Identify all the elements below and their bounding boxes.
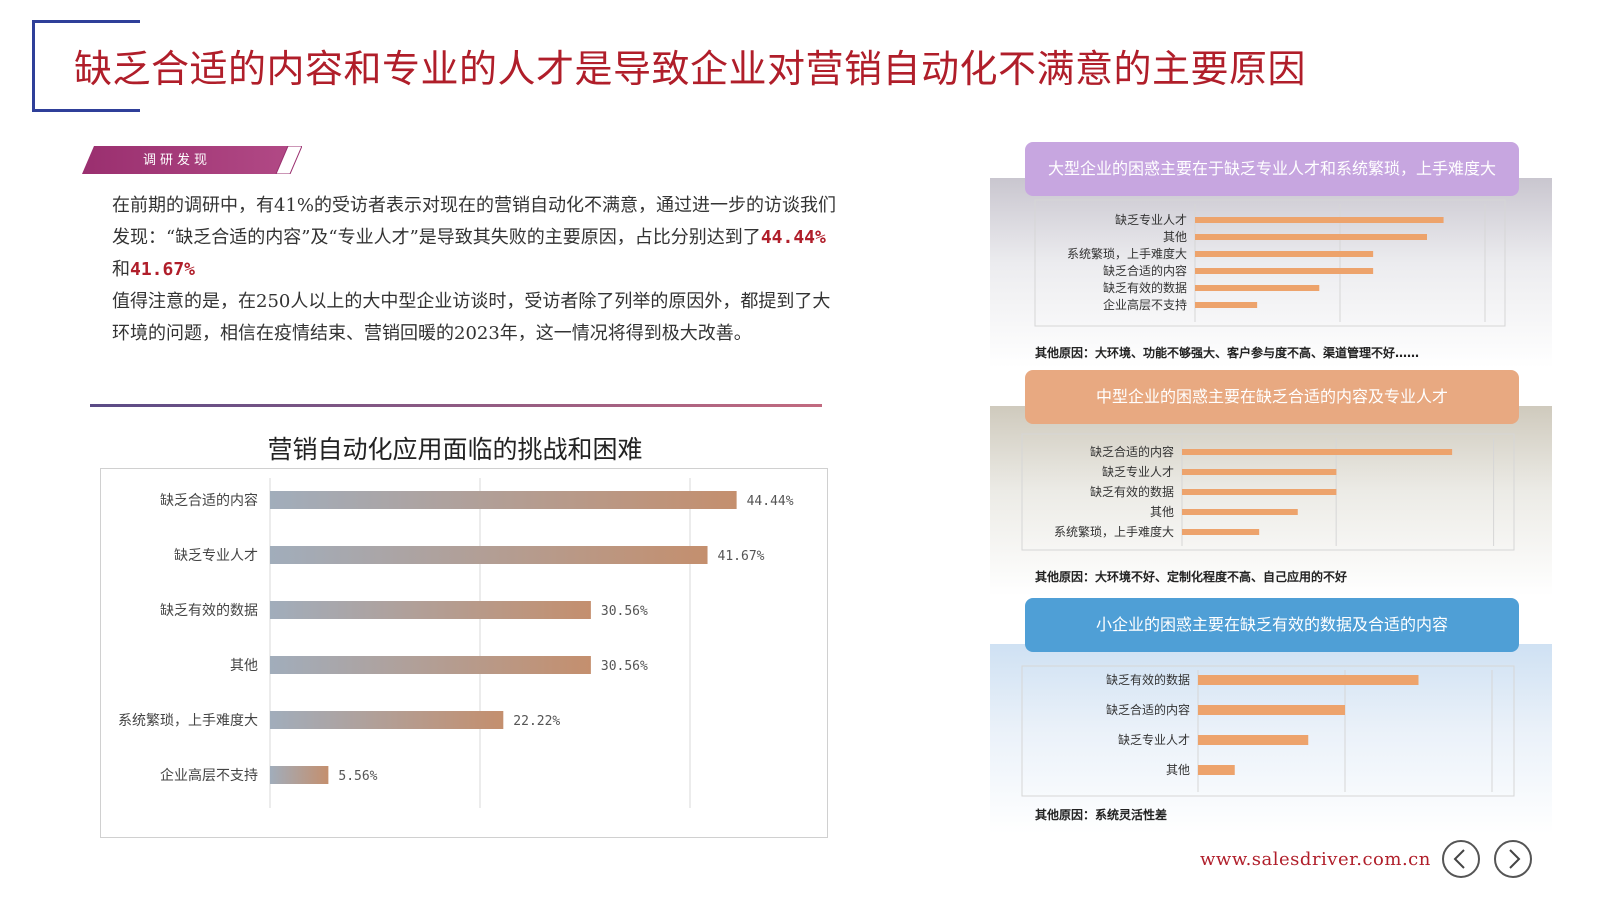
chart-frame: [1021, 665, 1515, 797]
bar: [1182, 489, 1337, 495]
ribbon-label: 调研发现: [142, 153, 211, 168]
category-label: 缺乏合适的内容: [1103, 263, 1187, 278]
small-panel-title: 小企业的困惑主要在缺乏有效的数据及合适的内容: [1025, 598, 1519, 652]
main-bar-chart: 缺乏合适的内容 44.44% 缺乏专业人才 41.67% 缺乏有效的数据 30.56% 其他…: [118, 478, 794, 808]
bar: [1195, 285, 1320, 291]
category-label: 系统繁琐，上手难度大: [118, 712, 258, 729]
bar: [1182, 509, 1298, 515]
bar: [270, 491, 737, 509]
next-page-button[interactable]: [1494, 840, 1532, 878]
category-label: 缺乏合适的内容: [160, 492, 258, 509]
category-label: 系统繁琐，上手难度大: [1067, 246, 1187, 261]
value-label: 30.56%: [601, 659, 648, 674]
bar: [1198, 705, 1345, 715]
category-label: 其他: [230, 658, 258, 674]
category-label: 其他: [1150, 505, 1174, 519]
bar: [1195, 251, 1374, 257]
bar: [1182, 449, 1453, 455]
chart-frame: [1034, 199, 1506, 327]
section-divider: [90, 404, 822, 407]
bar: [1195, 234, 1427, 240]
category-label: 企业高层不支持: [160, 767, 258, 784]
chevron-left-icon: [1453, 849, 1465, 869]
chart-frame: [1021, 433, 1515, 551]
note-paragraph: 值得注意的是，在250人以上的大中型企业访谈时，受访者除了列举的原因外，都提到了…: [112, 291, 831, 344]
mid-panel-note: 其他原因：大环境不好、定制化程度不高、自己应用的不好: [1035, 570, 1348, 584]
value-label: 30.56%: [601, 604, 648, 619]
small-panel-note: 其他原因：系统灵活性差: [1035, 808, 1168, 822]
category-label: 其他: [1166, 763, 1190, 777]
ribbon-banner: [82, 146, 302, 174]
category-label: 缺乏合适的内容: [1090, 444, 1174, 459]
mid-panel-bg: [990, 406, 1552, 596]
bar: [1195, 268, 1374, 274]
category-label: 缺乏专业人才: [1115, 212, 1187, 227]
highlight-talent-pct: 41.67%: [130, 259, 196, 280]
mid-panel-title: 中型企业的困惑主要在缺乏合适的内容及专业人才: [1025, 370, 1519, 424]
category-label: 缺乏有效的数据: [1103, 280, 1187, 295]
category-label: 其他: [1163, 230, 1187, 244]
title-frame: [32, 20, 140, 112]
value-label: 5.56%: [338, 769, 377, 784]
bar: [1182, 529, 1260, 535]
main-chart-frame: [100, 468, 828, 838]
category-label: 缺乏专业人才: [174, 548, 258, 564]
page-title: 缺乏合适的内容和专业的人才是导致企业对营销自动化不满意的主要原因: [74, 47, 1307, 91]
category-label: 缺乏专业人才: [1118, 732, 1190, 747]
category-label: 企业高层不支持: [1103, 297, 1187, 312]
value-label: 22.22%: [513, 714, 560, 729]
category-label: 系统繁琐，上手难度大: [1054, 524, 1174, 539]
chevron-right-icon: [1509, 849, 1521, 869]
category-label: 缺乏合适的内容: [1106, 702, 1190, 717]
prev-page-button[interactable]: [1442, 840, 1480, 878]
main-chart-title: 营销自动化应用面临的挑战和困难: [267, 435, 643, 464]
bar: [1182, 469, 1337, 475]
bar: [270, 711, 504, 729]
category-label: 缺乏有效的数据: [160, 603, 258, 619]
large-panel-title: 大型企业的困惑主要在于缺乏专业人才和系统繁琐，上手难度大: [1025, 142, 1519, 196]
bar: [270, 601, 591, 619]
bar: [1195, 302, 1258, 308]
bar: [270, 766, 329, 784]
bar: [270, 656, 591, 674]
bar: [1198, 765, 1235, 775]
category-label: 缺乏有效的数据: [1106, 672, 1190, 687]
value-label: 44.44%: [747, 494, 794, 509]
category-label: 缺乏有效的数据: [1090, 484, 1174, 499]
bar: [1198, 735, 1309, 745]
footer-url[interactable]: www.salesdriver.com.cn: [1200, 849, 1431, 870]
large-panel-note: 其他原因：大环境、功能不够强大、客户参与度不高、渠道管理不好……: [1035, 346, 1420, 360]
highlight-content-pct: 44.44%: [760, 227, 826, 248]
findings-and: 和: [112, 259, 130, 280]
findings-paragraph: 在前期的调研中，有41%的受访者表示对现在的营销自动化不满意，通过进一步的访谈我…: [112, 190, 842, 286]
bar: [1195, 217, 1444, 223]
category-label: 缺乏专业人才: [1102, 464, 1174, 479]
bar: [270, 546, 708, 564]
findings-text: 在前期的调研中，有41%的受访者表示对现在的营销自动化不满意，通过进一步的访谈我…: [112, 195, 837, 248]
value-label: 41.67%: [718, 549, 765, 564]
bar: [1198, 675, 1419, 685]
